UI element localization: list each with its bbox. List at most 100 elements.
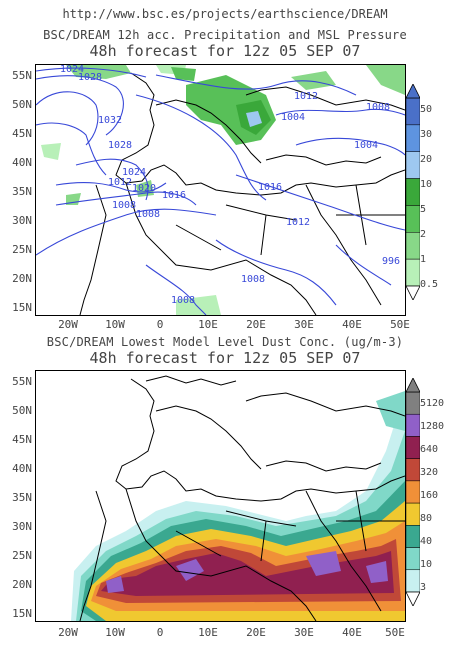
colorbar-cells (406, 97, 420, 287)
lon-label: 40E (342, 318, 362, 331)
colorbar-cell (406, 502, 420, 526)
lon-label: 30E (294, 626, 314, 639)
panel2-title: BSC/DREAM Lowest Model Level Dust Conc. … (46, 335, 404, 349)
lat-label: 25N (12, 549, 32, 562)
isobar-label: 1012 (286, 217, 310, 228)
lat-label: 15N (12, 301, 32, 314)
isobar-label: 1020 (132, 183, 156, 194)
colorbar-cell (406, 569, 420, 593)
lon-label: 20E (246, 318, 266, 331)
lat-label: 40N (12, 156, 32, 169)
colorbar-cell (406, 525, 420, 548)
lat-label: 35N (12, 491, 32, 504)
source-url: http://www.bsc.es/projects/earthscience/… (62, 7, 388, 21)
isobar-label: 1012 (108, 177, 132, 188)
lat-label: 30N (12, 520, 32, 533)
lon-label: 50E (390, 318, 410, 331)
isobar-label: 1008 (112, 200, 136, 211)
isobar-label: 1024 (60, 65, 84, 75)
colorbar-label: 2 (420, 229, 427, 240)
colorbar-label: 80 (420, 513, 433, 524)
lon-label: 40E (342, 626, 362, 639)
lon-label: 20W (58, 318, 78, 331)
colorbar-top-triangle (406, 378, 420, 393)
isobar-label: 1012 (294, 91, 318, 102)
colorbar-label: 40 (420, 536, 433, 547)
coastlines (79, 72, 405, 315)
colorbar-cells (406, 391, 420, 593)
colorbar-label: 30 (420, 129, 433, 140)
colorbar-cell (406, 151, 420, 179)
lon-label: 10W (105, 318, 125, 331)
colorbar-label: 1 (420, 254, 427, 265)
lon-label: 10E (198, 318, 218, 331)
lat-label: 45N (12, 433, 32, 446)
lon-label: 20W (58, 626, 78, 639)
dust-map-canvas (71, 375, 405, 621)
dust-areas (71, 391, 405, 621)
panel1-title: BSC/DREAM 12h acc. Precipitation and MSL… (43, 28, 407, 42)
isobar-lines (36, 67, 405, 315)
lat-label: 50N (12, 98, 32, 111)
lat-label: 25N (12, 243, 32, 256)
colorbar-label: 50 (420, 104, 433, 115)
isobar-label: 1032 (98, 115, 122, 126)
isobar-label: 1004 (354, 140, 378, 151)
dust-colorbar (406, 378, 420, 606)
colorbar-cell (406, 258, 420, 287)
precip-map-canvas: 1024 1028 1032 1028 1024 1020 1016 1012 … (36, 65, 405, 315)
lat-label: 20N (12, 272, 32, 285)
colorbar-cell (406, 458, 420, 482)
colorbar-label: 10 (420, 559, 433, 570)
lat-label: 15N (12, 607, 32, 620)
lat-label: 55N (12, 375, 32, 388)
colorbar-cell (406, 547, 420, 571)
isobar-label: 1008 (171, 295, 195, 306)
isobar-label: 1008 (136, 209, 160, 220)
colorbar-label: 5 (420, 204, 427, 215)
colorbar-cell (406, 205, 420, 233)
precip-colorbar (406, 84, 420, 300)
colorbar-label: 640 (420, 444, 439, 455)
colorbar-label: 5120 (420, 398, 445, 409)
lat-label: 50N (12, 404, 32, 417)
isobar-label: 1028 (108, 140, 132, 151)
isobar-label: 1024 (122, 167, 146, 178)
colorbar-bottom-triangle (406, 285, 420, 300)
panel1-subtitle: 48h forecast for 12z 05 SEP 07 (89, 42, 361, 60)
colorbar-cell (406, 124, 420, 152)
colorbar-cell (406, 391, 420, 415)
isobar-label: 1016 (258, 182, 282, 193)
panel2-subtitle: 48h forecast for 12z 05 SEP 07 (89, 349, 361, 367)
colorbar-cell (406, 232, 420, 260)
lat-label: 35N (12, 185, 32, 198)
lon-label: 10E (198, 626, 218, 639)
precip-pressure-map: 1024 1028 1032 1028 1024 1020 1016 1012 … (35, 64, 406, 316)
lat-label: 30N (12, 214, 32, 227)
lon-label: 10W (105, 626, 125, 639)
colorbar-cell (406, 178, 420, 206)
lon-label: 0 (156, 626, 164, 639)
lat-label: 40N (12, 462, 32, 475)
lat-label: 45N (12, 127, 32, 140)
isobar-label: 1004 (281, 112, 305, 123)
colorbar-label: 1280 (420, 421, 445, 432)
colorbar-label: 0.5 (420, 279, 439, 290)
isobar-labels: 1024 1028 1032 1028 1024 1020 1016 1012 … (60, 65, 400, 306)
isobar-label: 1008 (366, 102, 390, 113)
lat-label: 55N (12, 69, 32, 82)
lon-label: 20E (246, 626, 266, 639)
colorbar-cell (406, 480, 420, 504)
lon-label: 0 (156, 318, 164, 331)
colorbar-label: 160 (420, 490, 439, 501)
isobar-label: 1016 (162, 190, 186, 201)
isobar-label: 1028 (78, 72, 102, 83)
colorbar-label: 3 (420, 582, 427, 593)
lat-label: 20N (12, 578, 32, 591)
colorbar-label: 10 (420, 179, 433, 190)
lon-label: 50E (385, 626, 405, 639)
isobar-label: 1008 (241, 274, 265, 285)
lon-label: 30E (294, 318, 314, 331)
colorbar-cell (406, 436, 420, 459)
coastlines (79, 375, 405, 621)
